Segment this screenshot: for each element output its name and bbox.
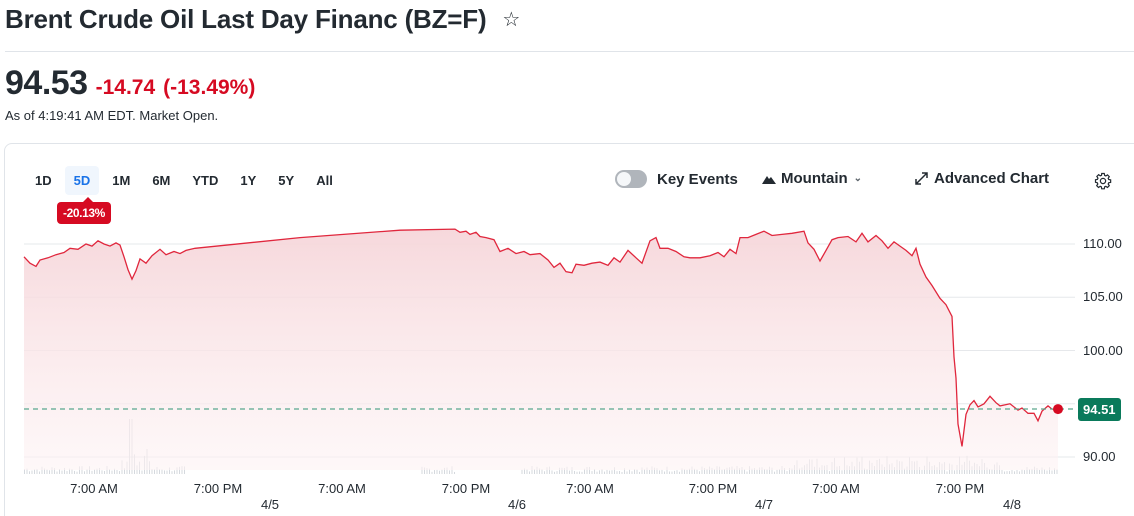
toggle-knob <box>617 172 631 186</box>
star-outline-icon[interactable]: ☆ <box>502 9 521 31</box>
x-axis-date-label: 4/7 <box>754 497 774 512</box>
y-axis-label: 110.00 <box>1083 236 1122 251</box>
x-axis-date-label: 4/8 <box>1002 497 1022 512</box>
title-row: Brent Crude Oil Last Day Financ (BZ=F) ☆ <box>5 4 520 35</box>
current-price-tag: 94.51 <box>1078 398 1121 421</box>
toggle-switch[interactable] <box>615 170 647 188</box>
chart-card <box>4 143 1134 516</box>
expand-arrows-icon <box>915 172 928 185</box>
quote-summary: 94.53 -14.74 (-13.49%) <box>5 64 255 103</box>
range-tab-ytd[interactable]: YTD <box>192 173 219 188</box>
x-axis-date-label: 4/5 <box>260 497 280 512</box>
x-axis-time-label: 7:00 AM <box>812 481 860 496</box>
range-change-badge: -20.13% <box>57 197 111 224</box>
page-title: Brent Crude Oil Last Day Financ (BZ=F) <box>5 4 487 34</box>
advanced-chart-label: Advanced Chart <box>934 170 1050 187</box>
x-axis-time-label: 7:00 PM <box>688 481 738 496</box>
gear-icon[interactable] <box>1094 172 1112 190</box>
price-change-percent: (-13.49%) <box>163 76 256 99</box>
range-tab-1d[interactable]: 1D <box>35 173 52 188</box>
range-tab-all[interactable]: All <box>316 173 333 188</box>
y-axis-label: 90.00 <box>1083 449 1116 464</box>
chart-type-dropdown[interactable]: Mountain ⌄ <box>762 170 862 187</box>
price-change: -14.74 <box>95 76 156 99</box>
x-axis-time-label: 7:00 PM <box>935 481 985 496</box>
range-tab-6m[interactable]: 6M <box>152 173 171 188</box>
key-events-label: Key Events <box>657 170 738 188</box>
divider <box>5 51 1134 52</box>
chevron-down-icon: ⌄ <box>853 173 863 184</box>
mountain-icon <box>762 175 776 184</box>
x-axis-date-label: 4/6 <box>507 497 527 512</box>
range-tab-5y[interactable]: 5Y <box>278 173 295 188</box>
x-axis-time-label: 7:00 PM <box>193 481 243 496</box>
advanced-chart-button[interactable]: Advanced Chart <box>915 170 1049 187</box>
range-tab-5d[interactable]: 5D <box>64 166 100 195</box>
x-axis-time-label: 7:00 PM <box>441 481 491 496</box>
x-axis-time-label: 7:00 AM <box>70 481 118 496</box>
y-axis-label: 105.00 <box>1083 289 1123 305</box>
x-axis-time-label: 7:00 AM <box>566 481 614 496</box>
market-status: As of 4:19:41 AM EDT. Market Open. <box>5 108 219 123</box>
y-axis-label: 100.00 <box>1083 342 1123 358</box>
x-axis-time-label: 7:00 AM <box>318 481 366 496</box>
current-price: 94.53 <box>5 64 88 102</box>
chart-type-label: Mountain <box>781 170 848 187</box>
range-selector: 1D 5D 1M 6M YTD 1Y 5Y All <box>26 166 346 195</box>
range-tab-1m[interactable]: 1M <box>112 173 131 188</box>
range-tab-1y[interactable]: 1Y <box>240 173 257 188</box>
key-events-toggle[interactable]: Key Events <box>615 170 738 188</box>
